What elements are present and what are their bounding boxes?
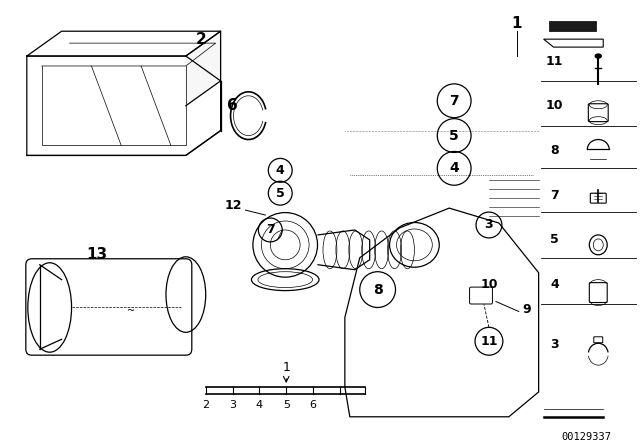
Text: 13: 13 <box>86 247 107 263</box>
Text: 8: 8 <box>372 283 383 297</box>
Text: 11: 11 <box>480 335 498 348</box>
Text: 5: 5 <box>449 129 459 142</box>
Text: 4: 4 <box>550 278 559 291</box>
Text: 1: 1 <box>282 361 290 374</box>
Text: 5: 5 <box>283 400 290 410</box>
Text: 10: 10 <box>546 99 563 112</box>
Text: 4: 4 <box>276 164 285 177</box>
Text: 2: 2 <box>202 400 209 410</box>
Polygon shape <box>548 21 596 31</box>
Text: 00129337: 00129337 <box>561 432 611 442</box>
Text: 4: 4 <box>449 161 459 175</box>
Text: 10: 10 <box>480 278 498 291</box>
Text: ~: ~ <box>127 306 135 316</box>
Text: 5: 5 <box>550 233 559 246</box>
Text: 7: 7 <box>266 224 275 237</box>
Text: 3: 3 <box>229 400 236 410</box>
Text: 4: 4 <box>256 400 263 410</box>
Text: 7: 7 <box>550 189 559 202</box>
Polygon shape <box>186 31 221 106</box>
Ellipse shape <box>595 54 601 58</box>
Text: 3: 3 <box>484 219 493 232</box>
Text: 11: 11 <box>546 55 563 68</box>
Text: 6: 6 <box>227 98 238 113</box>
Text: 5: 5 <box>276 187 285 200</box>
Text: 1: 1 <box>511 16 522 31</box>
Text: 7: 7 <box>449 94 459 108</box>
Text: 12: 12 <box>225 198 243 211</box>
Text: 9: 9 <box>522 303 531 316</box>
Text: 2: 2 <box>195 32 206 47</box>
Text: 8: 8 <box>550 144 559 157</box>
Text: 3: 3 <box>550 338 559 351</box>
Text: 6: 6 <box>310 400 317 410</box>
